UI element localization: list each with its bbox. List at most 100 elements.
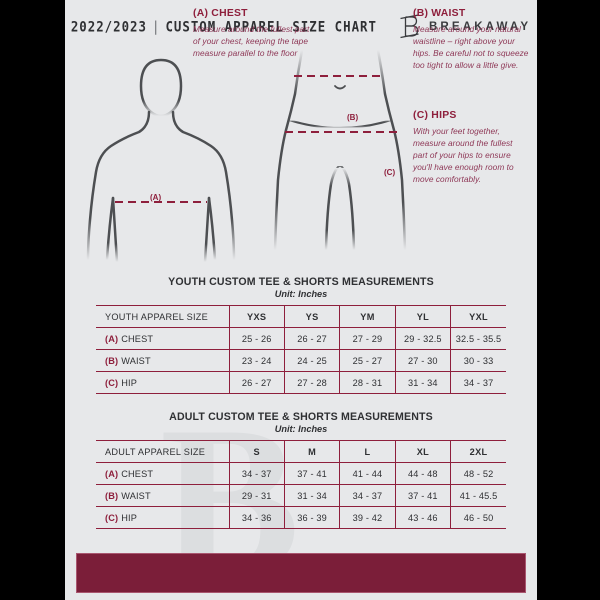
youth-row-chest-text: CHEST <box>121 333 154 344</box>
adult-measurements-block: ADULT CUSTOM TEE & SHORTS MEASUREMENTS U… <box>96 411 506 529</box>
page-header: 2022/2023 | CUSTOM APPAREL SIZE CHART BREA… <box>65 0 537 52</box>
callout-waist-heading: (B) WAIST <box>413 8 466 19</box>
adult-row-chest-mark: (A) <box>105 468 119 479</box>
brand-name: BREAKAWAY <box>428 19 532 33</box>
adult-row-chest-text: CHEST <box>121 468 154 479</box>
breakaway-b-logo-icon <box>400 13 419 38</box>
upper-body-figure <box>86 58 236 264</box>
callout-chest-heading: (A) CHEST <box>193 8 248 19</box>
adult-size-l: L <box>339 440 396 463</box>
callout-hips: (C) HIPS With your feet together, measur… <box>413 110 529 186</box>
adult-chest-2xl: 48 - 52 <box>450 462 506 485</box>
youth-chest-yxl: 32.5 - 35.5 <box>450 327 506 350</box>
youth-size-yxl: YXL <box>450 305 506 328</box>
adult-table-unit: Unit: Inches <box>274 424 328 434</box>
youth-table-title: YOUTH CUSTOM TEE & SHORTS MEASUREMENTS <box>168 276 434 288</box>
adult-size-xl: XL <box>394 440 451 463</box>
adult-row-waist-label: (B) WAIST <box>96 484 229 507</box>
youth-size-ys: YS <box>283 305 340 328</box>
youth-row-hip-mark: (C) <box>105 377 119 388</box>
youth-row-hip-text: HIP <box>121 377 137 388</box>
waist-line-label: (B) <box>347 113 359 122</box>
youth-header-row: YOUTH APPAREL SIZE YXS YS YM YL YXL <box>96 305 506 328</box>
callout-waist: (B) WAIST Measure around your natural wa… <box>413 8 529 71</box>
adult-waist-s: 29 - 31 <box>228 484 285 507</box>
adult-row-hip-text: HIP <box>121 512 137 523</box>
callout-hips-body: With your feet together, measure around … <box>413 126 514 185</box>
youth-size-ym: YM <box>339 305 396 328</box>
callout-chest: (A) CHEST Measure around the fullest par… <box>193 8 311 59</box>
adult-waist-2xl: 41 - 45.5 <box>450 484 506 507</box>
figures-svg <box>86 50 407 264</box>
youth-table-unit: Unit: Inches <box>274 289 328 299</box>
youth-measurements-block: YOUTH CUSTOM TEE & SHORTS MEASUREMENTS U… <box>96 276 506 394</box>
youth-size-yl: YL <box>394 305 451 328</box>
adult-measurements-table: ADULT APPAREL SIZE S M L XL 2XL (A) CHEST… <box>96 440 506 529</box>
youth-row-hip-label: (C) HIP <box>96 371 229 394</box>
adult-size-s: S <box>228 440 285 463</box>
adult-hip-m: 36 - 39 <box>283 506 340 529</box>
callout-waist-body: Measure around your natural waistline – … <box>413 24 529 71</box>
adult-hip-l: 39 - 42 <box>339 506 396 529</box>
callout-chest-body: Measure around the fullest part of your … <box>193 24 310 59</box>
footer-bar <box>76 553 526 593</box>
youth-waist-ys: 24 - 25 <box>283 349 340 372</box>
brand-lockup: BREAKAWAY <box>399 13 532 39</box>
lower-body-figure <box>273 50 407 252</box>
callout-hips-heading: (C) HIPS <box>413 110 457 121</box>
adult-waist-l: 34 - 37 <box>339 484 396 507</box>
youth-size-yxs: YXS <box>228 305 285 328</box>
youth-hip-yl: 31 - 34 <box>394 371 451 394</box>
adult-hip-s: 34 - 36 <box>228 506 285 529</box>
youth-row-waist-mark: (B) <box>105 355 119 366</box>
youth-chest-yl: 29 - 32.5 <box>394 327 451 350</box>
adult-row-waist-mark: (B) <box>105 490 119 501</box>
youth-chest-ys: 26 - 27 <box>283 327 340 350</box>
youth-row-chest-mark: (A) <box>105 333 119 344</box>
adult-header-label: ADULT APPAREL SIZE <box>96 440 229 463</box>
youth-waist-yl: 27 - 30 <box>394 349 451 372</box>
youth-chest-yxs: 25 - 26 <box>228 327 285 350</box>
youth-waist-yxs: 23 - 24 <box>228 349 285 372</box>
adult-chest-m: 37 - 41 <box>283 462 340 485</box>
youth-row-waist-text: WAIST <box>121 355 151 366</box>
table-row: (B) WAIST 29 - 31 31 - 34 34 - 37 37 - 41… <box>96 484 506 507</box>
adult-hip-2xl: 46 - 50 <box>450 506 506 529</box>
table-row: (C) HIP 34 - 36 36 - 39 39 - 42 43 - 46 4… <box>96 506 506 529</box>
youth-waist-yxl: 30 - 33 <box>450 349 506 372</box>
adult-row-chest-label: (A) CHEST <box>96 462 229 485</box>
adult-table-title: ADULT CUSTOM TEE & SHORTS MEASUREMENTS <box>169 411 433 423</box>
table-row: (B) WAIST 23 - 24 24 - 25 25 - 27 27 - 30… <box>96 349 506 372</box>
measurement-illustration: (A) (B) (C) <box>65 50 537 268</box>
youth-measurements-table: YOUTH APPAREL SIZE YXS YS YM YL YXL (A) C… <box>96 305 506 394</box>
table-row: (C) HIP 26 - 27 27 - 28 28 - 31 31 - 34 3… <box>96 371 506 394</box>
adult-chest-l: 41 - 44 <box>339 462 396 485</box>
adult-waist-m: 31 - 34 <box>283 484 340 507</box>
youth-chest-ym: 27 - 29 <box>339 327 396 350</box>
header-season: 2022/2023 <box>70 17 147 35</box>
adult-row-hip-label: (C) HIP <box>96 506 229 529</box>
header-title-group: 2022/2023 | CUSTOM APPAREL SIZE CHART <box>71 18 377 35</box>
adult-hip-xl: 43 - 46 <box>394 506 451 529</box>
adult-row-hip-mark: (C) <box>105 512 119 523</box>
adult-size-m: M <box>283 440 340 463</box>
youth-hip-yxs: 26 - 27 <box>228 371 285 394</box>
youth-row-waist-label: (B) WAIST <box>96 349 229 372</box>
youth-row-chest-label: (A) CHEST <box>96 327 229 350</box>
adult-header-row: ADULT APPAREL SIZE S M L XL 2XL <box>96 440 506 463</box>
youth-header-label: YOUTH APPAREL SIZE <box>96 305 229 328</box>
header-separator: | <box>151 17 161 35</box>
adult-size-2xl: 2XL <box>450 440 506 463</box>
youth-waist-ym: 25 - 27 <box>339 349 396 372</box>
hip-line-label: (C) <box>384 168 396 177</box>
size-chart-page: B 2022/2023 | CUSTOM APPAREL SIZE CHART BR… <box>65 0 537 600</box>
table-row: (A) CHEST 34 - 37 37 - 41 41 - 44 44 - 48… <box>96 462 506 485</box>
adult-waist-xl: 37 - 41 <box>394 484 451 507</box>
chest-line-label: (A) <box>150 193 162 202</box>
youth-hip-ym: 28 - 31 <box>339 371 396 394</box>
header-title: CUSTOM APPAREL SIZE CHART <box>165 17 377 35</box>
youth-hip-yxl: 34 - 37 <box>450 371 506 394</box>
adult-chest-s: 34 - 37 <box>228 462 285 485</box>
table-row: (A) CHEST 25 - 26 26 - 27 27 - 29 29 - 32… <box>96 327 506 350</box>
youth-hip-ys: 27 - 28 <box>283 371 340 394</box>
